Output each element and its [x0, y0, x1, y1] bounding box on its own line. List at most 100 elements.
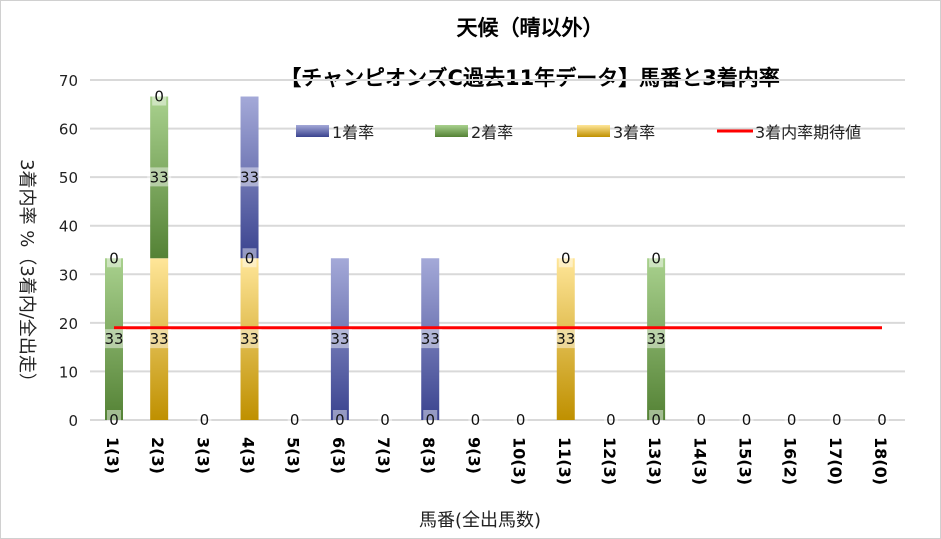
- y-tick-label: 10: [59, 363, 78, 381]
- data-label: 0: [290, 411, 300, 429]
- data-label-bg: [513, 410, 528, 429]
- y-tick-label: 20: [59, 315, 78, 333]
- x-tick-label: 13(3): [645, 437, 664, 485]
- data-label: 0: [425, 411, 435, 429]
- x-tick-label: 6(3): [329, 437, 348, 474]
- data-label-bg: [418, 329, 443, 349]
- data-label: 0: [471, 411, 481, 429]
- legend-swatch-1着率: [296, 125, 329, 137]
- data-label: 0: [200, 411, 210, 429]
- data-label-bg: [147, 167, 172, 187]
- data-label: 0: [651, 411, 661, 429]
- data-label-bg: [242, 248, 257, 268]
- x-axis-label: 馬番(全出馬数): [418, 510, 542, 531]
- data-label: 0: [109, 411, 119, 429]
- bar-2着率: [105, 258, 123, 420]
- data-label: 33: [556, 330, 575, 348]
- data-label-bg: [107, 248, 121, 268]
- data-label: 33: [150, 330, 169, 348]
- data-label: 0: [742, 411, 752, 429]
- data-label: 0: [787, 411, 797, 429]
- y-tick-label: 50: [59, 169, 78, 187]
- data-label-bg: [237, 167, 262, 187]
- data-label: 33: [240, 330, 259, 348]
- bar-2着率: [647, 258, 666, 420]
- data-label: 0: [832, 411, 842, 429]
- x-tick-label: 7(3): [374, 437, 393, 474]
- data-label-bg: [829, 410, 844, 429]
- data-label-bg: [152, 86, 167, 106]
- data-label: 0: [606, 411, 616, 429]
- y-tick-label: 70: [59, 72, 78, 90]
- data-label: 0: [245, 249, 255, 267]
- x-tick-label: 9(3): [464, 437, 483, 474]
- legend-label: 3着内率期待値: [755, 123, 861, 142]
- chart-title: 天候（晴以外）: [456, 16, 604, 40]
- data-label: 0: [651, 249, 661, 267]
- data-label: 33: [150, 168, 169, 186]
- data-label: 0: [516, 411, 526, 429]
- legend-swatch-2着率: [435, 125, 468, 137]
- data-label-bg: [423, 410, 438, 429]
- data-label-bg: [327, 329, 352, 349]
- data-label-bg: [287, 410, 302, 429]
- data-label: 0: [380, 411, 390, 429]
- x-tick-label: 12(3): [600, 437, 619, 485]
- data-label: 33: [104, 330, 123, 348]
- bar-3着率: [150, 258, 169, 420]
- bar-2着率: [150, 96, 169, 259]
- data-label-bg: [107, 410, 121, 429]
- x-tick-label: 18(0): [871, 437, 890, 485]
- chart-subtitle: 【チャンピオンズC過去11年データ】馬番と3着内率: [280, 66, 780, 90]
- data-label-bg: [553, 329, 578, 349]
- y-tick-label: 60: [59, 121, 78, 139]
- data-label: 33: [330, 330, 349, 348]
- data-label-bg: [147, 329, 172, 349]
- x-tick-label: 14(3): [690, 437, 709, 485]
- x-tick-label: 11(3): [555, 437, 574, 485]
- y-tick-label: 30: [59, 266, 78, 284]
- data-label-bg: [649, 410, 664, 429]
- data-label-bg: [558, 248, 573, 268]
- data-label-bg: [603, 410, 618, 429]
- data-label: 33: [240, 168, 259, 186]
- x-tick-label: 17(0): [826, 437, 845, 485]
- data-label-bg: [332, 410, 347, 429]
- data-label-bg: [197, 410, 212, 429]
- bar-1着率: [240, 96, 259, 259]
- y-tick-label: 40: [59, 218, 78, 236]
- x-tick-label: 10(3): [510, 437, 529, 485]
- data-label: 33: [647, 330, 666, 348]
- bar-3着率: [240, 258, 259, 420]
- data-label-bg: [694, 410, 709, 429]
- x-tick-label: 15(3): [735, 437, 754, 485]
- data-label-bg: [875, 410, 889, 429]
- data-label: 0: [877, 411, 887, 429]
- data-label-bg: [237, 329, 262, 349]
- y-tick-label: 0: [68, 412, 78, 430]
- x-tick-label: 8(3): [419, 437, 438, 474]
- x-tick-label: 4(3): [239, 437, 258, 474]
- data-label-bg: [649, 248, 664, 268]
- x-tick-label: 1(3): [103, 437, 122, 474]
- x-tick-label: 3(3): [193, 437, 212, 474]
- data-label: 0: [154, 88, 164, 106]
- x-tick-label: 5(3): [284, 437, 303, 474]
- data-label-bg: [784, 410, 799, 429]
- data-label: 0: [561, 249, 571, 267]
- data-label-bg: [378, 410, 393, 429]
- x-tick-label: 16(2): [781, 437, 800, 485]
- data-label-bg: [102, 329, 126, 349]
- data-label: 0: [697, 411, 707, 429]
- data-label: 0: [109, 249, 119, 267]
- legend-label: 1着率: [332, 123, 374, 142]
- data-label: 33: [421, 330, 440, 348]
- bar-1着率: [421, 258, 440, 420]
- bar-1着率: [330, 258, 349, 420]
- data-label-bg: [739, 410, 754, 429]
- data-label-bg: [644, 329, 669, 349]
- data-label-bg: [468, 410, 483, 429]
- legend-label: 3着率: [613, 123, 655, 142]
